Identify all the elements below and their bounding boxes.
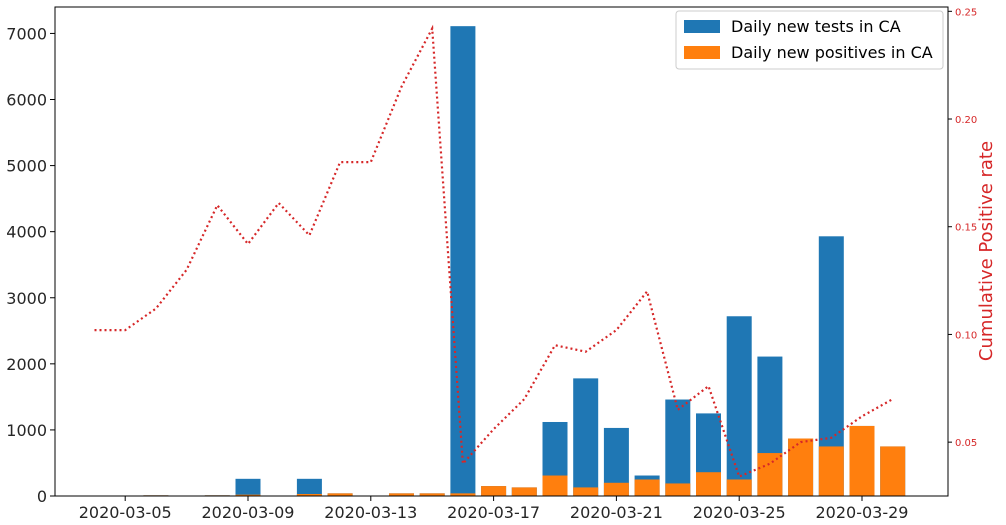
- x-tick-label: 2020-03-17: [447, 503, 540, 522]
- x-tick-label: 2020-03-13: [324, 503, 417, 522]
- y-left-tick-label: 5000: [6, 157, 47, 176]
- y-left-tick-label: 7000: [6, 24, 47, 43]
- tests-bar: [665, 399, 691, 496]
- tests-bar: [450, 26, 476, 496]
- y-left-ticks: 0 1000 2000 3000 4000 5000 6000 7000: [6, 24, 55, 506]
- positives-bar: [603, 482, 629, 496]
- x-tick-label: 2020-03-21: [570, 503, 663, 522]
- legend: Daily new tests in CA Daily new positive…: [675, 10, 944, 70]
- x-tick-label: 2020-03-09: [202, 503, 295, 522]
- y-right-ticks: 0.05 0.10 0.15 0.20 0.25: [948, 7, 977, 449]
- tests-bar: [296, 478, 322, 496]
- y-right-tick-label: 0.05: [955, 438, 977, 449]
- positives-bar: [481, 486, 507, 496]
- positives-bar: [634, 479, 660, 496]
- x-tick-label: 2020-03-29: [816, 503, 909, 522]
- y-left-tick-label: 6000: [6, 91, 47, 110]
- legend-frame: [675, 10, 944, 70]
- tests-bars: [143, 26, 906, 497]
- positives-bar: [696, 472, 721, 496]
- positives-bar: [757, 453, 783, 496]
- legend-label-tests: Daily new tests in CA: [731, 17, 901, 36]
- positives-bar: [818, 446, 844, 496]
- positives-bar: [296, 494, 322, 496]
- tests-bar: [726, 316, 752, 496]
- y-right-tick-label: 0.15: [955, 223, 977, 234]
- positives-bar: [788, 438, 814, 496]
- x-tick-label: 2020-03-25: [693, 503, 786, 522]
- positives-bar: [665, 483, 691, 496]
- positives-bar: [235, 494, 261, 496]
- positives-bar: [450, 493, 476, 496]
- tests-bar: [235, 478, 261, 496]
- y-right-axis-title: Cumulative Positive rate: [976, 141, 997, 361]
- y-right-tick-label: 0.20: [955, 115, 977, 126]
- legend-swatch-positives: [684, 46, 720, 59]
- y-left-tick-label: 1000: [6, 421, 47, 440]
- positives-bar: [880, 446, 906, 496]
- x-tick-label: 2020-03-05: [79, 503, 172, 522]
- positives-bar: [573, 487, 599, 496]
- tests-bar: [573, 378, 599, 496]
- positives-bar: [419, 493, 445, 496]
- y-left-tick-label: 4000: [6, 223, 47, 242]
- positives-bar: [849, 425, 875, 496]
- y-left-tick-label: 3000: [6, 289, 47, 308]
- plot-frame: [54, 6, 949, 497]
- y-left-tick-label: 0: [37, 487, 47, 506]
- positives-bar: [726, 479, 752, 496]
- positives-bars: [143, 425, 906, 496]
- x-ticks: 2020-03-05 2020-03-09 2020-03-13 2020-03-17…: [79, 496, 909, 522]
- positives-bar: [389, 493, 414, 496]
- y-left-tick-label: 2000: [6, 355, 47, 374]
- positives-bar: [511, 487, 537, 496]
- positives-bar: [327, 493, 353, 496]
- legend-swatch-tests: [684, 20, 720, 33]
- y-right-tick-label: 0.10: [955, 330, 977, 341]
- legend-label-positives: Daily new positives in CA: [731, 43, 933, 62]
- positive-rate-line: [94, 24, 894, 479]
- positives-bar: [542, 475, 568, 496]
- y-right-tick-label: 0.25: [955, 7, 977, 18]
